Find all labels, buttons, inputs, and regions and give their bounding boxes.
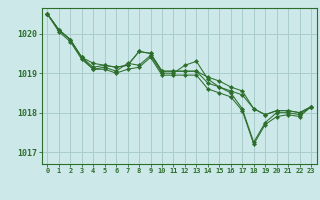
Text: Graphe pression niveau de la mer (hPa): Graphe pression niveau de la mer (hPa) [58, 183, 262, 192]
